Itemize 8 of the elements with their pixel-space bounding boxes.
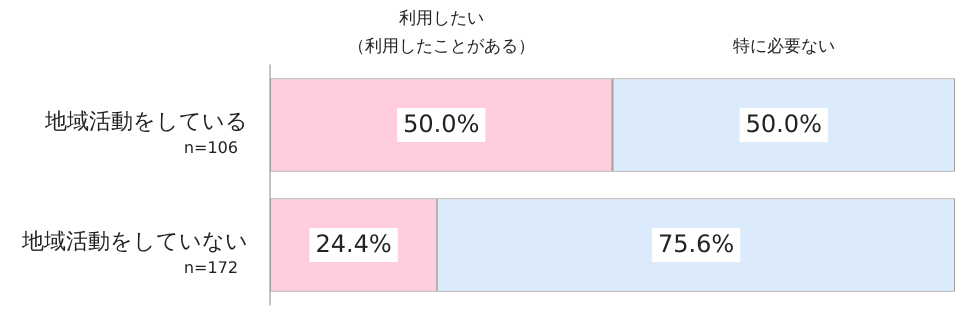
y-tick-label: 地域活動をしていない n=172 [21, 230, 248, 278]
data-label: 50.0% [746, 110, 822, 138]
data-label: 50.0% [403, 110, 480, 138]
series-label: 特に必要ない [732, 36, 835, 56]
data-label: 75.6% [658, 230, 734, 258]
y-tick-label: 地域活動をしている n=106 [44, 110, 248, 158]
series-label: 利用したい（利用したことがある） [348, 8, 535, 56]
data-label: 24.4% [315, 230, 392, 258]
